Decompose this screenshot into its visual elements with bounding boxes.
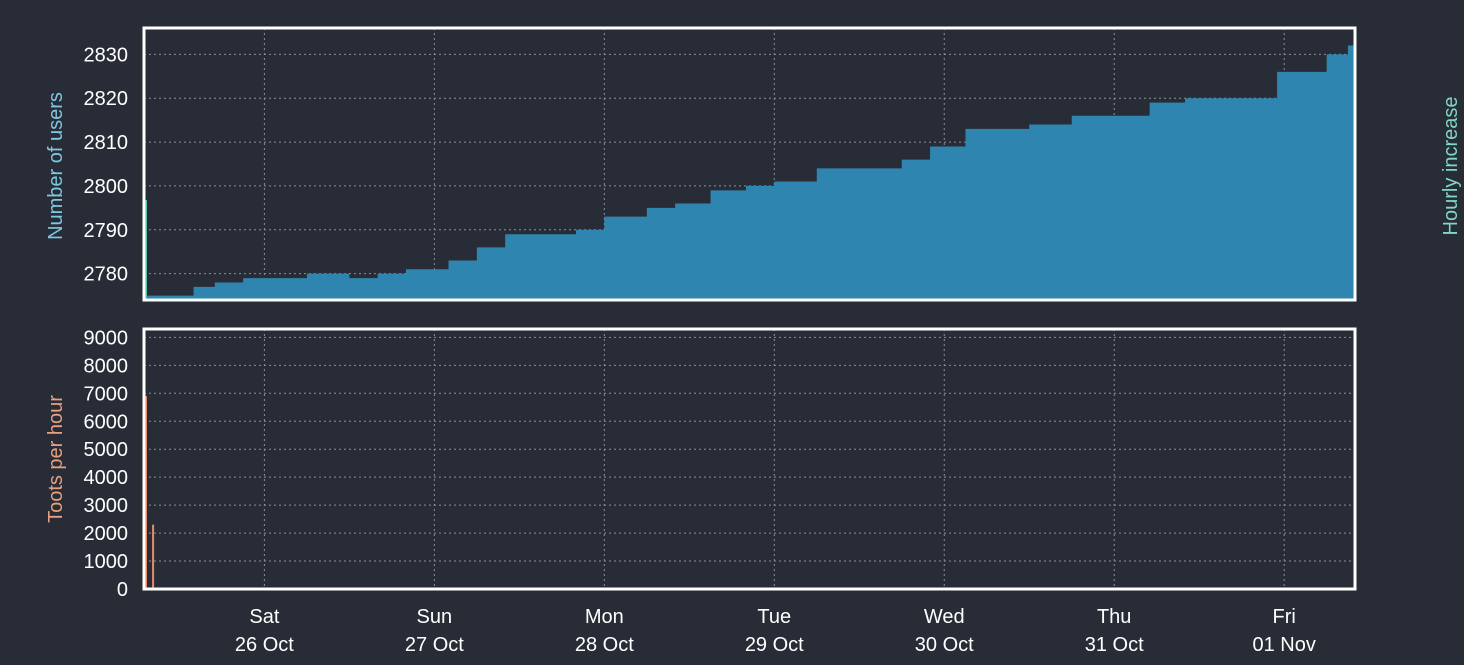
toots-y-tick-label: 2000 bbox=[84, 523, 129, 545]
users-y-tick-label: 2810 bbox=[84, 132, 129, 154]
x-tick-date: 31 Oct bbox=[1085, 634, 1144, 656]
toots-y-tick-label: 6000 bbox=[84, 411, 129, 433]
toots-panel-grid bbox=[144, 329, 1355, 590]
toots-bars bbox=[145, 396, 155, 589]
toots-y-tick-label: 7000 bbox=[84, 383, 129, 405]
x-tick-day: Sat bbox=[249, 606, 279, 628]
toots-bar bbox=[152, 524, 155, 589]
users-y-tick-label: 2800 bbox=[84, 176, 129, 198]
toots-panel-frame bbox=[142, 327, 1357, 591]
toots-bar bbox=[145, 396, 147, 589]
toots-y-axis-label: Toots per hour bbox=[45, 395, 67, 523]
x-tick-date: 28 Oct bbox=[575, 634, 634, 656]
toots-y-tick-label: 0 bbox=[117, 579, 128, 601]
users-y-tick-label: 2780 bbox=[84, 264, 129, 286]
x-tick-day: Tue bbox=[757, 606, 791, 628]
toots-y-ticks: 0 1000 2000 3000 4000 5000 6000 7000 8000 9000 bbox=[84, 327, 129, 601]
x-tick-day: Sun bbox=[417, 606, 453, 628]
toots-y-tick-label: 4000 bbox=[84, 467, 129, 489]
x-tick-day: Fri bbox=[1273, 606, 1296, 628]
toots-y-tick-label: 5000 bbox=[84, 439, 129, 461]
x-tick-date: 26 Oct bbox=[235, 634, 294, 656]
users-area-path bbox=[144, 28, 1355, 300]
toots-y-tick-label: 3000 bbox=[84, 495, 129, 517]
toots-y-tick-label: 8000 bbox=[84, 355, 129, 377]
users-y-axis-label: Number of users bbox=[45, 92, 67, 240]
users-y-tick-label: 2790 bbox=[84, 220, 129, 242]
x-tick-day: Thu bbox=[1097, 606, 1131, 628]
x-tick-date: 01 Nov bbox=[1252, 634, 1315, 656]
users-y-tick-label: 2820 bbox=[84, 88, 129, 110]
users-panel-frame bbox=[142, 26, 1357, 302]
x-tick-date: 27 Oct bbox=[405, 634, 464, 656]
users-area bbox=[144, 28, 1355, 300]
x-tick-date: 30 Oct bbox=[915, 634, 974, 656]
hourly-increase-axis-label: Hourly increase bbox=[1440, 97, 1462, 236]
toots-y-tick-label: 9000 bbox=[84, 327, 129, 349]
toots-y-tick-label: 1000 bbox=[84, 551, 129, 573]
x-tick-day: Mon bbox=[585, 606, 624, 628]
users-y-tick-label: 2830 bbox=[84, 44, 129, 66]
x-axis-ticks: Sat 26 Oct Sun 27 Oct Mon 28 Oct Tue 29 Oct Wed 3… bbox=[235, 606, 1316, 656]
users-y-ticks: 2780 2790 2800 2810 2820 2830 bbox=[84, 44, 129, 285]
x-tick-day: Wed bbox=[924, 606, 965, 628]
x-tick-date: 29 Oct bbox=[745, 634, 804, 656]
